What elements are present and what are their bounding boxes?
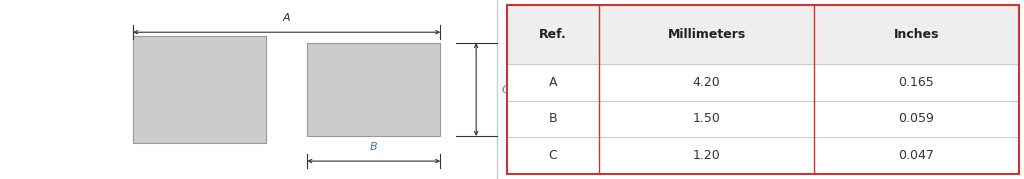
- Text: 0.059: 0.059: [898, 112, 935, 125]
- Bar: [507, 5, 1019, 174]
- Text: Ref.: Ref.: [539, 28, 567, 41]
- FancyBboxPatch shape: [133, 36, 266, 143]
- Bar: [507, 5, 1019, 64]
- Text: Inches: Inches: [894, 28, 939, 41]
- Text: 1.20: 1.20: [692, 149, 721, 162]
- Text: A: A: [549, 76, 557, 89]
- Text: Millimeters: Millimeters: [668, 28, 745, 41]
- Bar: [507, 137, 1019, 174]
- FancyBboxPatch shape: [307, 43, 440, 136]
- Text: 4.20: 4.20: [692, 76, 721, 89]
- Text: B: B: [370, 142, 378, 152]
- Text: C: C: [502, 84, 510, 95]
- Bar: [507, 64, 1019, 101]
- Text: B: B: [549, 112, 557, 125]
- Text: A: A: [283, 13, 291, 23]
- Text: 0.165: 0.165: [899, 76, 934, 89]
- Text: 1.50: 1.50: [692, 112, 721, 125]
- Text: C: C: [549, 149, 557, 162]
- Text: 0.047: 0.047: [898, 149, 935, 162]
- Bar: [507, 101, 1019, 137]
